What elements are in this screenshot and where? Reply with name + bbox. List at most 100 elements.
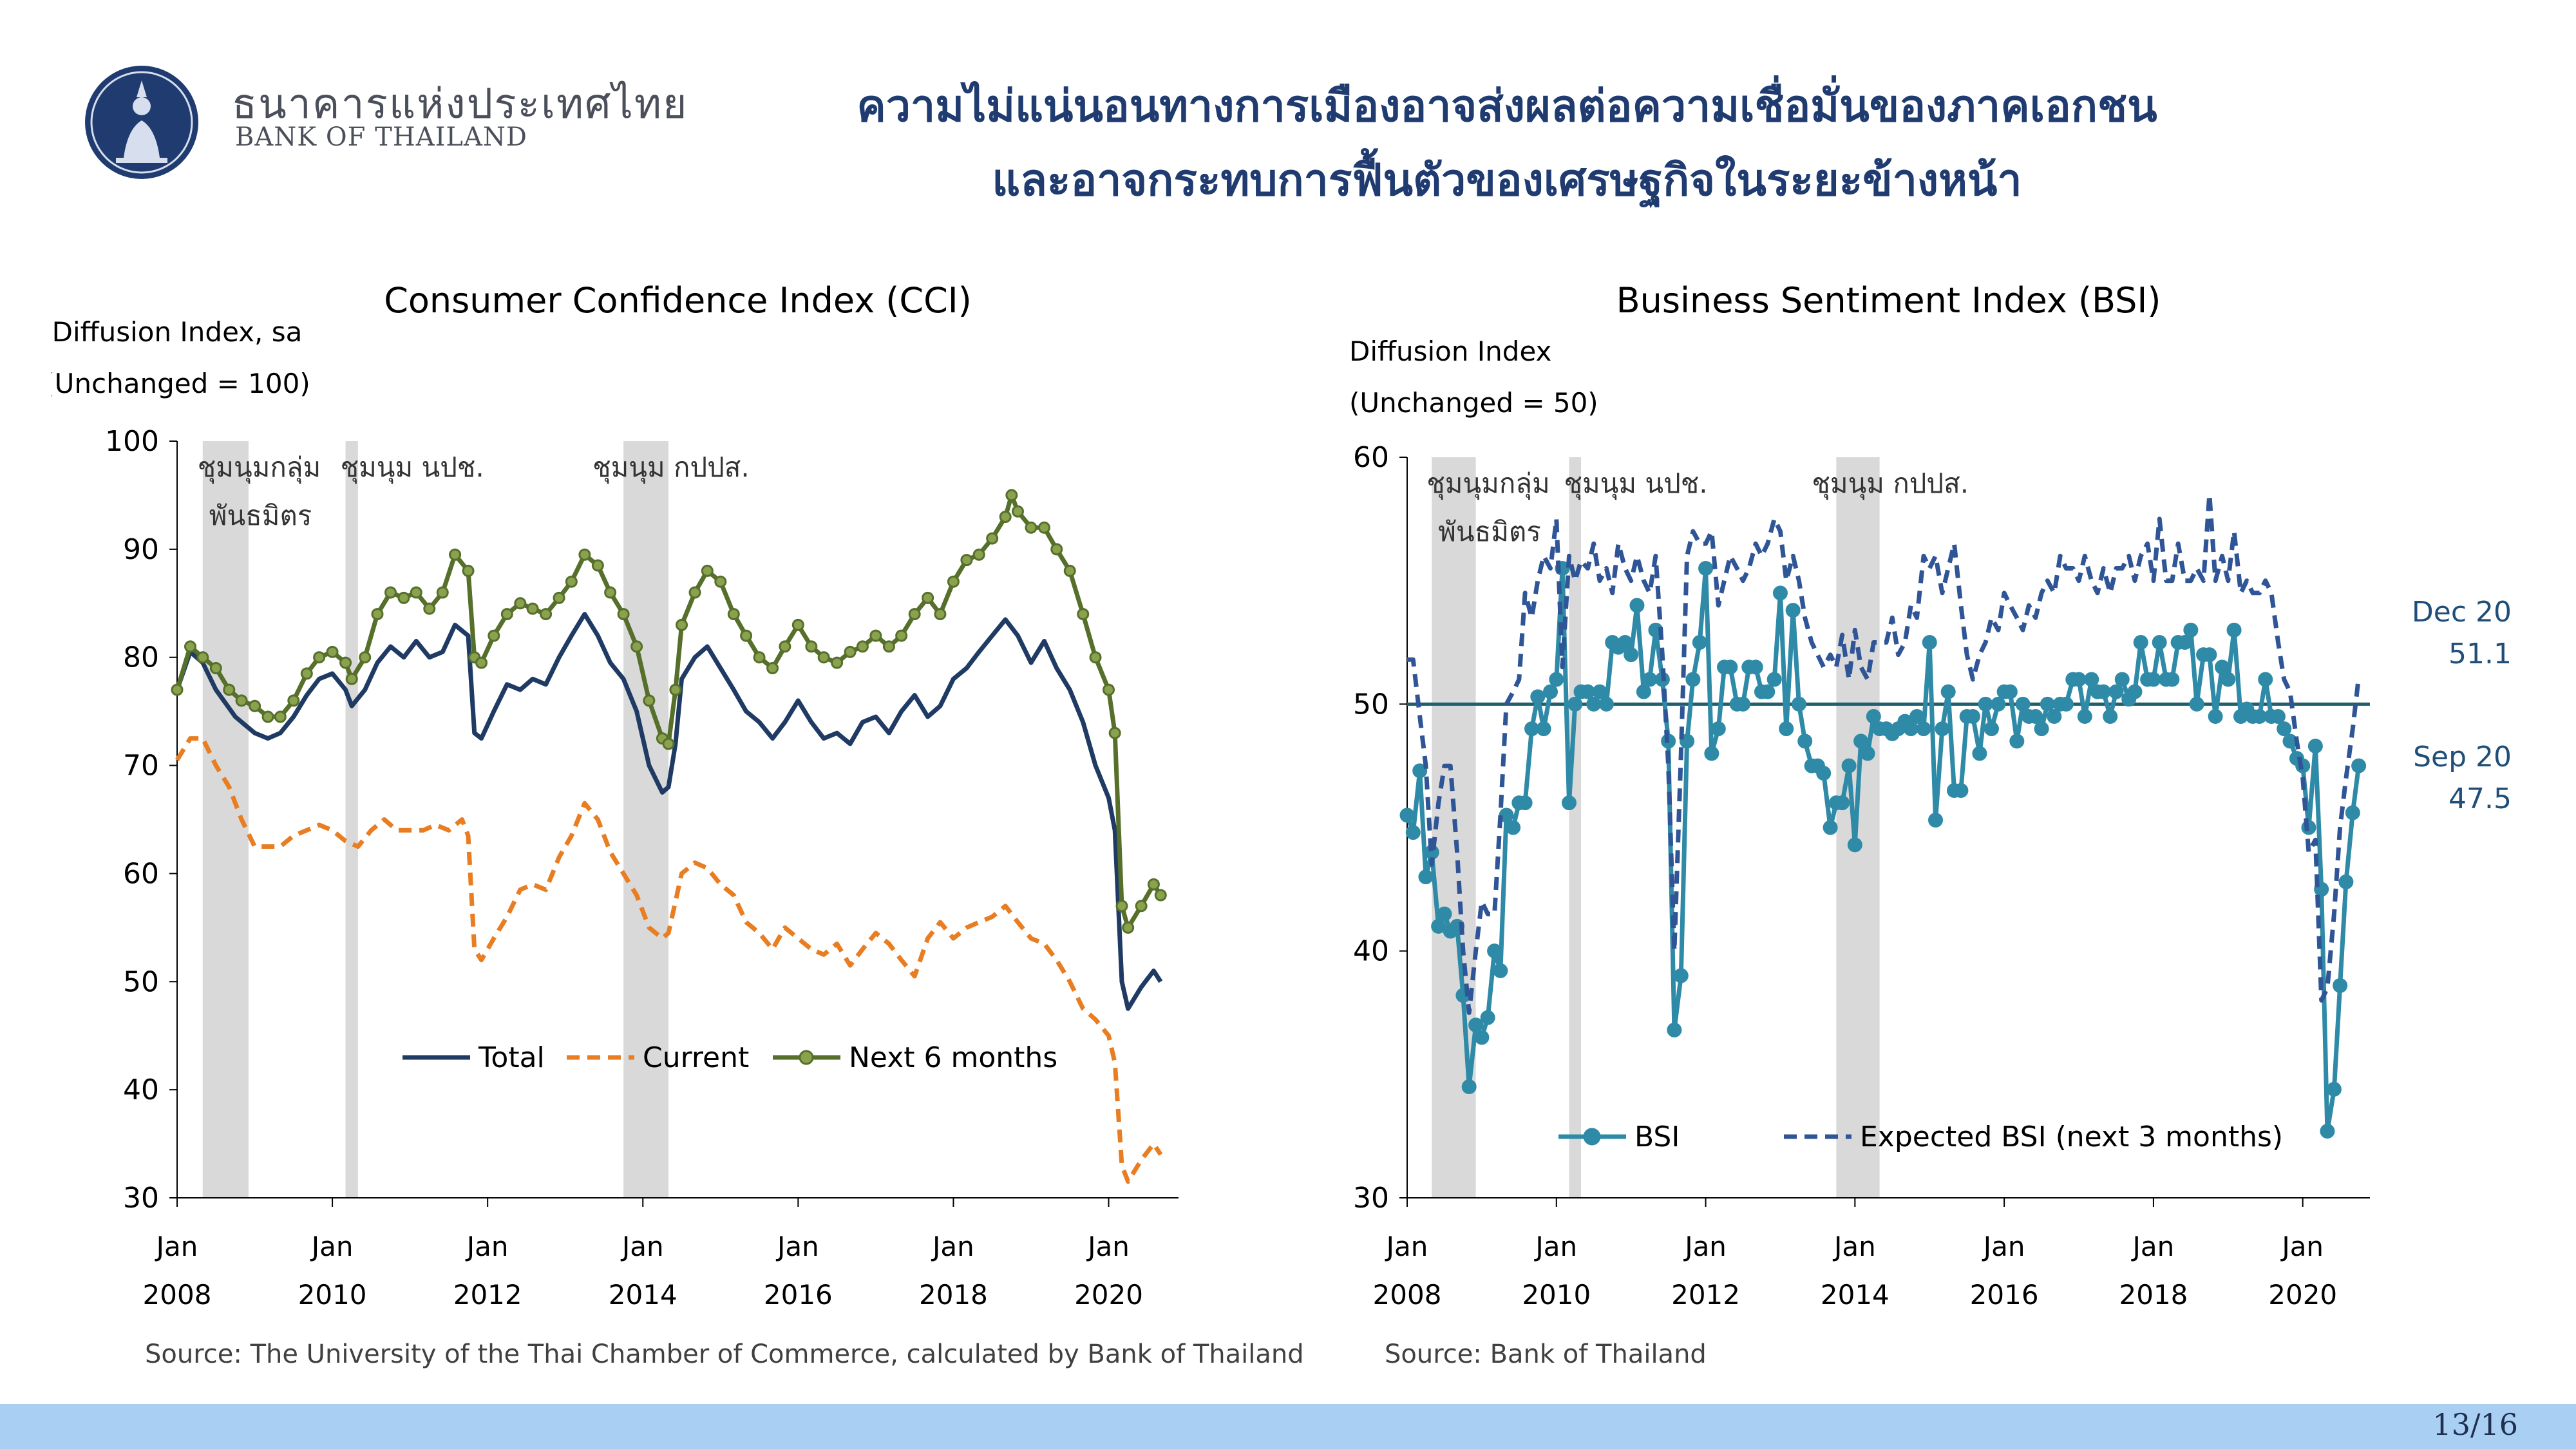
data-point-bsi [2096,684,2111,699]
data-point-next-6-months [1108,726,1121,739]
data-point-next-6-months [688,586,701,599]
bsi-chart: Business Sentiment Index (BSI) Diffusion … [1349,280,2370,1311]
data-point-bsi [1642,672,1658,687]
data-point-bsi [1431,918,1446,934]
data-point-next-6-months [410,586,422,599]
data-point-bsi [1736,696,1751,712]
data-point-next-6-months [261,710,274,723]
series-line-current [175,736,1163,1184]
data-point-bsi [1418,869,1434,885]
data-point-bsi [1797,734,1813,749]
data-point-bsi [1935,721,1950,737]
data-point-next-6-months [1025,521,1037,534]
data-point-bsi [2351,758,2367,773]
bsi-source-note: Source: Bank of Thailand [1385,1340,1707,1369]
data-point-bsi [1543,684,1558,699]
data-point-next-6-months [630,640,643,653]
data-point-next-6-months [540,608,553,621]
data-point-next-6-months [1037,521,1050,534]
y-axis-label-line-2: (Unchanged = 100) [52,368,310,399]
data-point-next-6-months [184,640,196,653]
annotation-sep20-value: 47.5 [2448,782,2512,815]
legend-label-current: Current [643,1041,749,1074]
cci-chart: Consumer Confidence Index (CCI) Diffusion… [52,280,1179,1311]
data-point-bsi [2077,709,2092,724]
data-point-next-6-months [436,586,449,599]
data-point-bsi [2226,622,2242,638]
x-tick-year-label: 2014 [1821,1279,1889,1311]
x-tick-year-label: 2016 [764,1279,833,1311]
data-point-bsi [1624,647,1639,663]
data-point-bsi [1673,968,1689,983]
annotation-sep20-label: Sep 20 [2413,741,2512,773]
data-point-next-6-months [326,645,339,658]
data-point-bsi [1704,746,1719,761]
data-point-next-6-months [578,548,591,561]
data-point-bsi [1629,598,1645,613]
y-tick-label: 100 [105,425,159,458]
bank-name-english: BANK OF THAILAND [235,122,527,152]
data-point-next-6-months [740,629,753,642]
data-point-next-6-months [223,683,236,696]
data-point-bsi [1698,561,1714,576]
data-point-next-6-months [999,511,1012,523]
x-tick-month-label: Jan [2280,1231,2324,1262]
data-point-bsi [1991,696,2006,712]
data-point-next-6-months [553,591,565,604]
data-point-next-6-months [791,618,804,631]
shaded-period-2 [1569,457,1582,1198]
annotation-dec20-value: 51.1 [2448,638,2512,670]
x-tick-month-label: Jan [310,1231,354,1262]
data-point-next-6-months [972,548,985,561]
data-point-next-6-months [526,602,539,615]
data-point-bsi [2103,709,2118,724]
data-point-next-6-months [727,608,740,621]
data-point-bsi [1586,696,1602,712]
data-point-bsi [1506,820,1521,835]
data-point-bsi [2034,721,2049,737]
data-point-bsi [1772,585,1788,601]
data-point-bsi [1487,943,1502,959]
data-point-next-6-months [753,651,766,664]
data-point-next-6-months [235,694,248,707]
x-tick-year-label: 2020 [1074,1279,1143,1311]
x-tick-month-label: Jan [620,1231,664,1262]
data-point-bsi [1692,635,1707,650]
data-point-next-6-months [591,559,604,572]
data-point-bsi [1816,766,1832,781]
x-tick-month-label: Jan [1982,1231,2025,1262]
period-label-1: ชุมนุมกลุ่ม [198,451,321,484]
data-point-bsi [2251,709,2267,724]
data-point-next-6-months [766,662,779,674]
data-point-next-6-months [449,548,462,561]
data-point-bsi [1636,684,1651,699]
data-point-bsi [1760,684,1776,699]
x-tick-year-label: 2012 [1671,1279,1740,1311]
x-tick-year-label: 2018 [919,1279,988,1311]
x-tick-year-label: 2010 [298,1279,367,1311]
data-point-bsi [1748,659,1763,675]
x-tick-year-label: 2012 [453,1279,522,1311]
data-point-next-6-months [844,645,857,658]
x-tick-year-label: 2020 [2268,1279,2337,1311]
data-point-next-6-months [869,629,882,642]
data-point-next-6-months [895,629,908,642]
data-point-bsi [1524,721,1540,737]
data-point-bsi [2202,647,2217,663]
data-point-bsi [1710,721,1726,737]
period-label-1: ชุมนุมกลุ่ม [1426,468,1549,500]
data-point-next-6-months [1089,651,1102,664]
data-point-next-6-months [922,591,934,604]
data-point-next-6-months [701,564,714,577]
data-point-bsi [1517,795,1533,811]
y-tick-label: 60 [1353,441,1389,474]
data-point-bsi [2164,672,2180,687]
y-tick-label: 40 [123,1074,159,1106]
x-tick-year-label: 2014 [609,1279,677,1311]
data-point-bsi [1823,820,1838,835]
data-point-bsi [1461,1079,1477,1094]
data-point-next-6-months [371,608,384,621]
x-tick-year-label: 2010 [1522,1279,1591,1311]
legend-marker-next-6-months [799,1050,814,1065]
data-point-next-6-months [287,694,300,707]
